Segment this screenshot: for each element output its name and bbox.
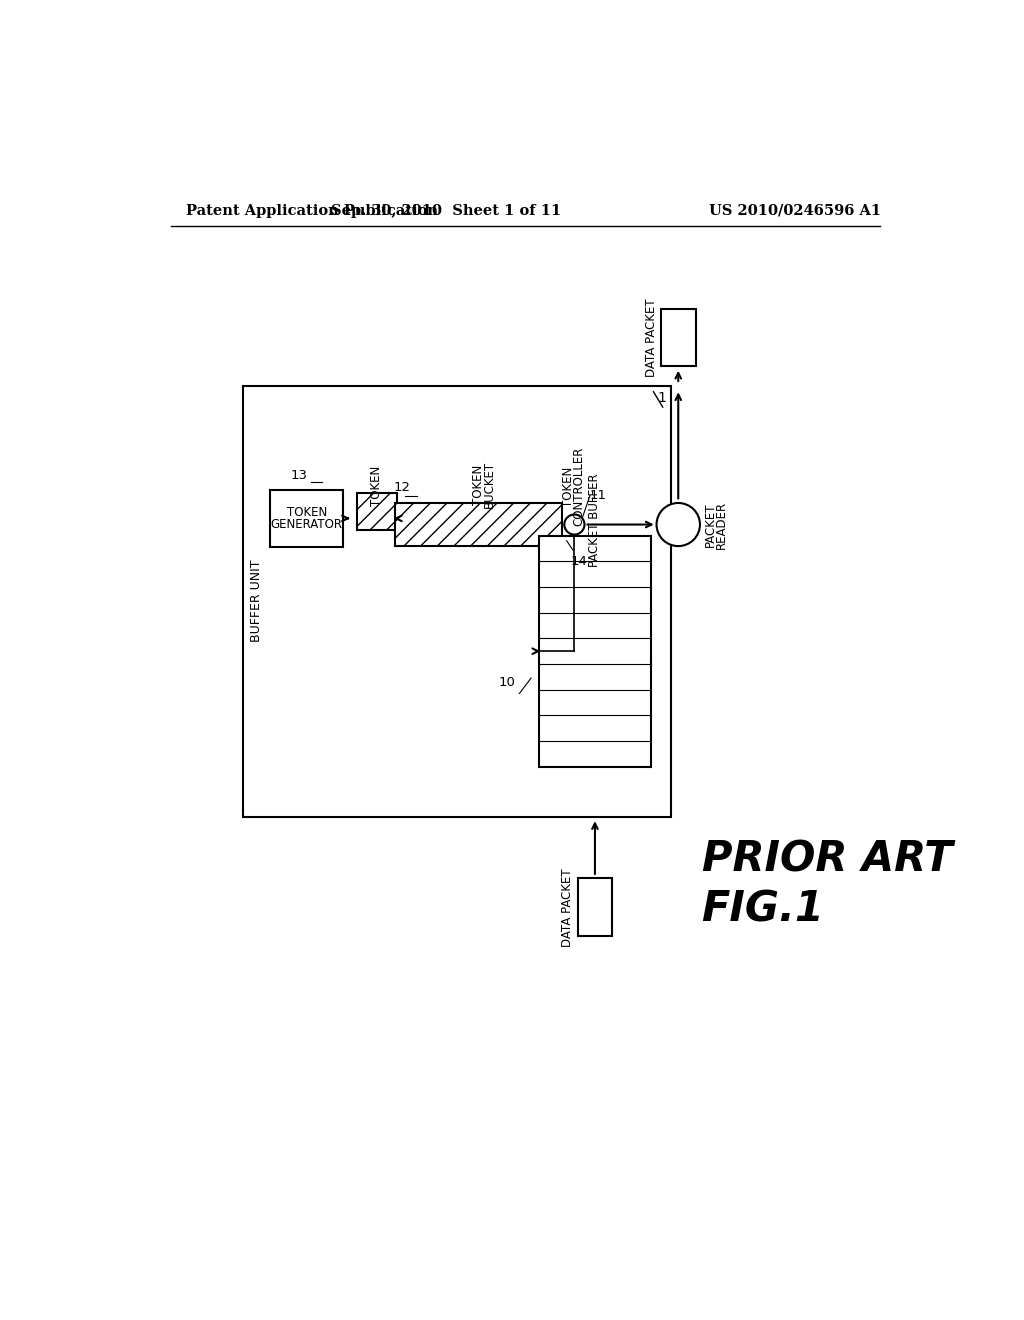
Text: 11: 11 [590, 490, 607, 502]
Bar [578, 878, 612, 936]
Bar [270, 490, 343, 548]
Circle shape [564, 515, 585, 535]
Text: FIG.1: FIG.1 [701, 888, 824, 931]
Text: BUFFER UNIT: BUFFER UNIT [250, 560, 263, 643]
Text: PACKET: PACKET [705, 503, 717, 546]
Text: US 2010/0246596 A1: US 2010/0246596 A1 [710, 203, 882, 218]
Text: TOKEN: TOKEN [287, 506, 327, 519]
Text: TOKEN: TOKEN [562, 466, 574, 507]
Bar [243, 385, 671, 817]
Text: Sep. 30, 2010  Sheet 1 of 11: Sep. 30, 2010 Sheet 1 of 11 [331, 203, 561, 218]
Bar [356, 494, 397, 531]
Text: TOKEN: TOKEN [371, 466, 383, 506]
Text: 13: 13 [291, 469, 307, 482]
Text: DATA PACKET: DATA PACKET [561, 869, 574, 946]
Text: TOKEN: TOKEN [472, 465, 485, 506]
Bar [395, 503, 562, 545]
Text: GENERATOR: GENERATOR [270, 517, 343, 531]
Bar [539, 536, 651, 767]
Text: DATA PACKET: DATA PACKET [645, 298, 657, 376]
Text: 1: 1 [657, 391, 667, 405]
Text: BUCKET: BUCKET [483, 461, 496, 508]
Text: 10: 10 [499, 676, 515, 689]
Text: PACKET BUFFER: PACKET BUFFER [589, 474, 601, 568]
Circle shape [656, 503, 700, 546]
Text: READER: READER [715, 500, 728, 549]
Bar [660, 309, 695, 367]
Text: CONTROLLER: CONTROLLER [572, 446, 586, 527]
Text: 14: 14 [570, 554, 588, 568]
Text: PRIOR ART: PRIOR ART [701, 838, 952, 880]
Text: 12: 12 [394, 482, 411, 495]
Text: Patent Application Publication: Patent Application Publication [186, 203, 438, 218]
